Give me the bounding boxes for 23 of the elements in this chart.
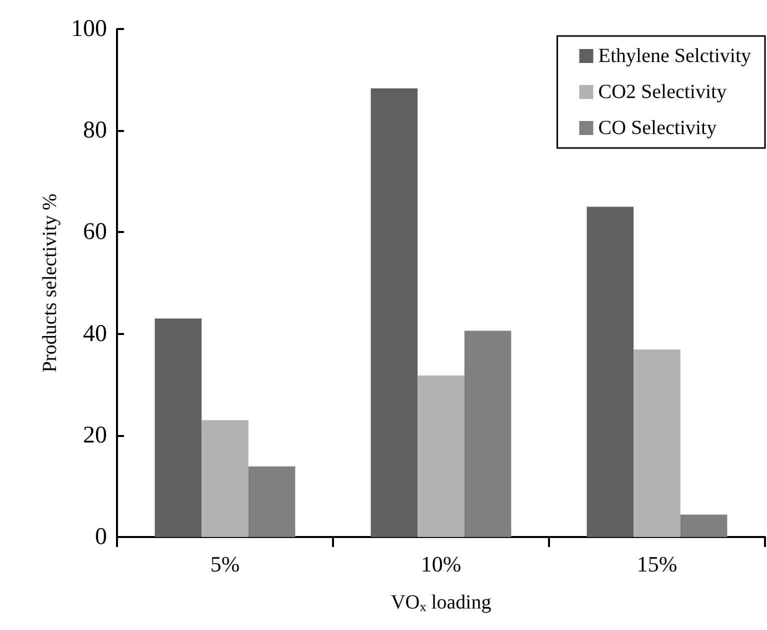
x-tick-label: 10% xyxy=(420,552,462,576)
bar xyxy=(464,330,512,537)
legend-label: CO2 Selectivity xyxy=(598,81,727,103)
y-tick-label: 40 xyxy=(83,320,107,347)
x-tick-label: 5% xyxy=(210,552,240,576)
bar xyxy=(248,466,296,537)
x-axis-title: VOx loading xyxy=(390,592,492,614)
y-tick-label: 0 xyxy=(95,524,107,550)
y-axis-title: Products selectivity % xyxy=(39,194,62,372)
bar xyxy=(586,206,634,537)
bar xyxy=(680,514,728,537)
bar xyxy=(370,88,418,537)
legend-label: Ethylene Selctivity xyxy=(598,45,752,67)
bar xyxy=(154,318,202,537)
y-tick-label: 60 xyxy=(83,219,107,246)
x-tick-label: 15% xyxy=(636,552,678,576)
bar xyxy=(418,375,464,537)
bar xyxy=(202,420,248,537)
y-tick-label: 100 xyxy=(71,16,107,42)
bar xyxy=(634,350,680,537)
y-tick-label: 20 xyxy=(83,422,107,448)
legend-label: CO Selectivity xyxy=(598,117,717,139)
y-tick-label: 80 xyxy=(83,118,107,144)
